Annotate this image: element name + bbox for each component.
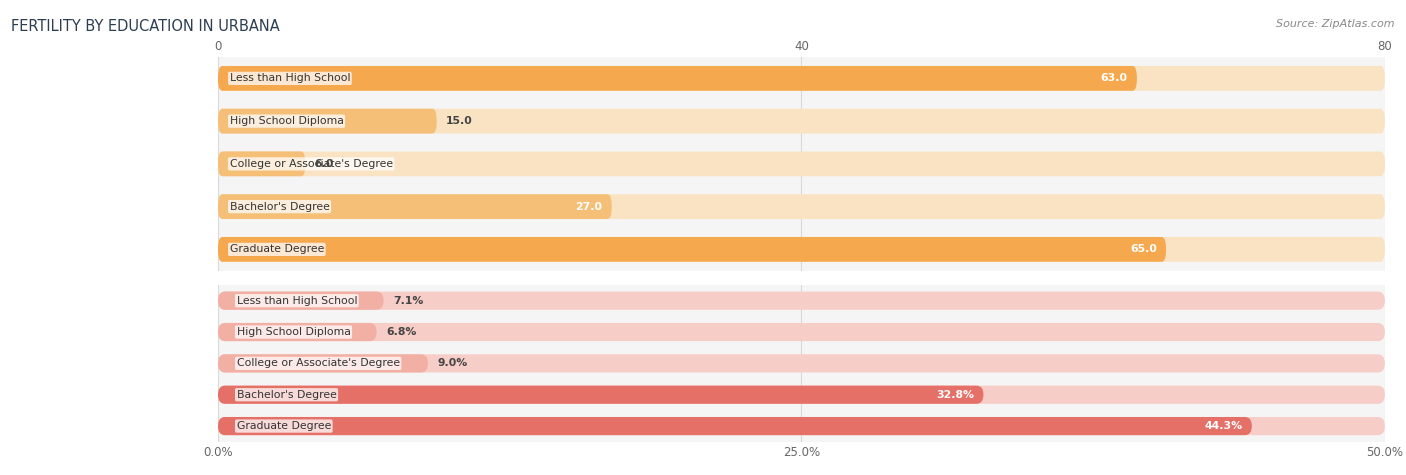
FancyBboxPatch shape — [218, 109, 1385, 133]
Text: 7.1%: 7.1% — [392, 295, 423, 306]
Text: College or Associate's Degree: College or Associate's Degree — [229, 159, 392, 169]
Text: High School Diploma: High School Diploma — [229, 116, 343, 126]
FancyBboxPatch shape — [218, 237, 1166, 262]
FancyBboxPatch shape — [218, 354, 427, 372]
Text: 9.0%: 9.0% — [437, 358, 468, 369]
Text: 27.0: 27.0 — [575, 201, 602, 212]
Text: 63.0: 63.0 — [1101, 73, 1128, 84]
Text: Less than High School: Less than High School — [236, 295, 357, 306]
Text: Bachelor's Degree: Bachelor's Degree — [236, 390, 336, 400]
Text: 65.0: 65.0 — [1130, 244, 1157, 255]
FancyBboxPatch shape — [218, 109, 437, 133]
Text: 6.8%: 6.8% — [387, 327, 416, 337]
FancyBboxPatch shape — [218, 292, 1385, 310]
Text: 32.8%: 32.8% — [936, 390, 974, 400]
FancyBboxPatch shape — [218, 417, 1251, 435]
FancyBboxPatch shape — [218, 386, 1385, 404]
Text: Bachelor's Degree: Bachelor's Degree — [229, 201, 329, 212]
FancyBboxPatch shape — [218, 194, 612, 219]
FancyBboxPatch shape — [218, 66, 1385, 91]
FancyBboxPatch shape — [218, 152, 1385, 176]
FancyBboxPatch shape — [218, 292, 384, 310]
Text: 6.0: 6.0 — [315, 159, 335, 169]
FancyBboxPatch shape — [218, 66, 1137, 91]
Text: Graduate Degree: Graduate Degree — [229, 244, 323, 255]
FancyBboxPatch shape — [218, 323, 377, 341]
Text: Less than High School: Less than High School — [229, 73, 350, 84]
FancyBboxPatch shape — [218, 417, 1385, 435]
Text: Source: ZipAtlas.com: Source: ZipAtlas.com — [1277, 19, 1395, 29]
Text: FERTILITY BY EDUCATION IN URBANA: FERTILITY BY EDUCATION IN URBANA — [11, 19, 280, 34]
Text: 15.0: 15.0 — [446, 116, 472, 126]
FancyBboxPatch shape — [218, 152, 305, 176]
Text: 44.3%: 44.3% — [1205, 421, 1243, 431]
Text: High School Diploma: High School Diploma — [236, 327, 350, 337]
FancyBboxPatch shape — [218, 323, 1385, 341]
FancyBboxPatch shape — [218, 237, 1385, 262]
Text: Graduate Degree: Graduate Degree — [236, 421, 330, 431]
FancyBboxPatch shape — [218, 386, 983, 404]
FancyBboxPatch shape — [218, 194, 1385, 219]
Text: College or Associate's Degree: College or Associate's Degree — [236, 358, 399, 369]
FancyBboxPatch shape — [218, 354, 1385, 372]
